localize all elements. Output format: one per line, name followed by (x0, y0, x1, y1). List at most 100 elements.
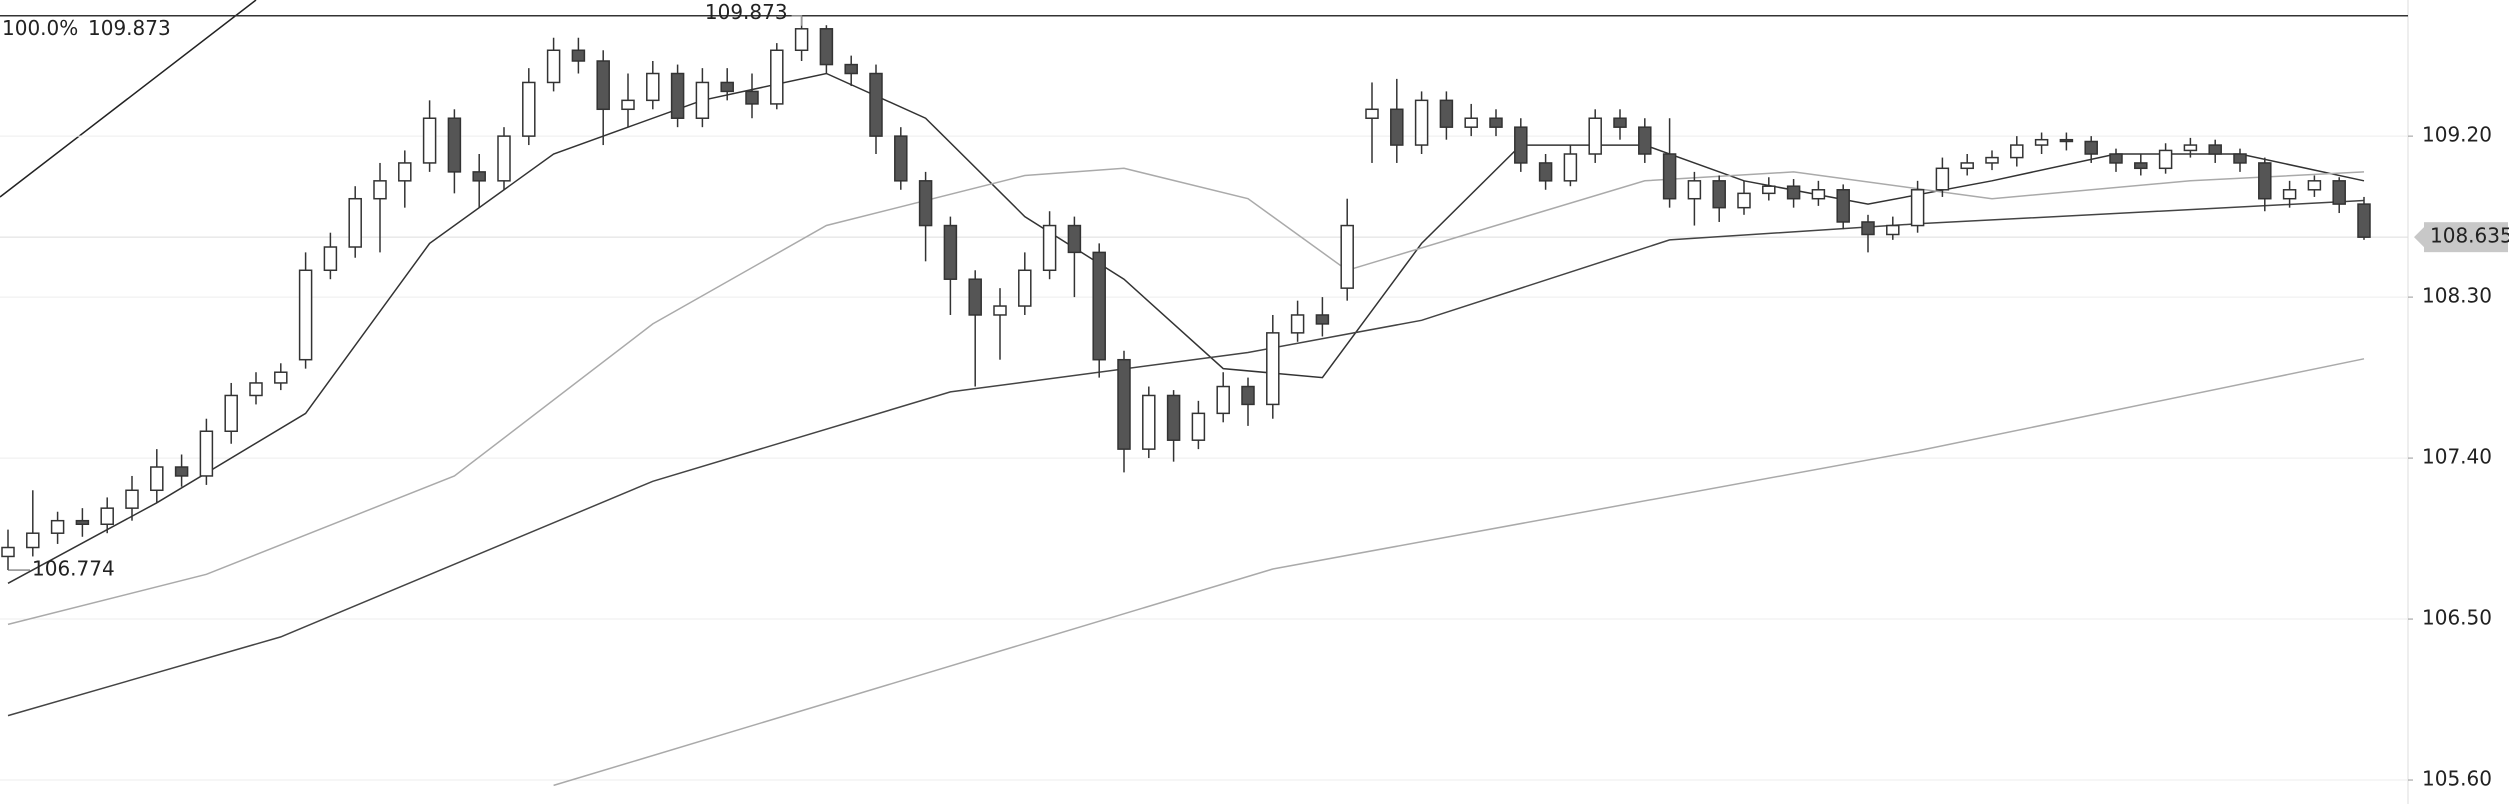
candle-body (1737, 192, 1751, 209)
candle-body (2258, 162, 2272, 200)
y-tick-label: 106.50 (2422, 606, 2492, 630)
candle-body (918, 180, 933, 227)
candle-body (1142, 394, 1156, 450)
candle-body (398, 162, 412, 182)
candle-body (2183, 144, 2198, 152)
candle-body (522, 81, 536, 137)
fib-value: 109.873 (88, 16, 171, 40)
candle-body (26, 532, 40, 549)
candle-body (1290, 314, 1305, 334)
candle-body (1762, 185, 1776, 195)
candle-body (943, 224, 958, 280)
candle-body (348, 197, 362, 248)
candle-body (1191, 412, 1206, 441)
candle-body (2134, 162, 2148, 170)
ma-line (7, 167, 2365, 626)
low-marker-label: 106.774 (32, 557, 115, 581)
candle-body (968, 278, 982, 316)
candle-body (1514, 126, 1528, 164)
candle-body (224, 394, 238, 432)
ma-line (7, 199, 2365, 717)
candle-body (1836, 189, 1850, 223)
candle-body (1464, 117, 1478, 128)
candle-body (1390, 108, 1404, 146)
candle-body (323, 246, 338, 272)
candle-body (50, 519, 65, 534)
y-tick-label: 108.30 (2422, 284, 2492, 308)
candle-body (249, 382, 263, 397)
candle-body (2307, 180, 2322, 191)
candle-body (497, 135, 511, 182)
candle-body (1489, 117, 1503, 128)
candle-body (298, 269, 313, 361)
candle-body (621, 99, 635, 111)
candle-body (2357, 203, 2371, 238)
candle-body (571, 49, 586, 62)
candle-body (1266, 332, 1280, 406)
high-marker-label: 109.873 (705, 0, 788, 24)
candle-body (720, 81, 734, 93)
candle-body (472, 171, 486, 182)
candle-body (1241, 385, 1255, 406)
candle-body (1117, 358, 1131, 450)
candle-body (1216, 385, 1230, 415)
candle-body (125, 489, 139, 509)
candle-body (422, 117, 437, 164)
candle-body (150, 466, 164, 492)
candle-body (1613, 117, 1627, 128)
candle-body (1588, 117, 1602, 155)
candle-body (1166, 394, 1181, 441)
candle-body (1662, 153, 1677, 200)
candle-body (894, 135, 908, 182)
candle-body (1687, 180, 1702, 200)
fib-label: 100.0% (2, 16, 78, 40)
candle-body (1414, 99, 1429, 146)
candle-body (794, 28, 809, 52)
y-tick-label: 109.20 (2422, 123, 2492, 147)
candle-body (2158, 149, 2173, 170)
candle-body (596, 60, 610, 111)
candle-body (1910, 189, 1925, 227)
candle-body (1811, 189, 1826, 200)
candle-body (2233, 153, 2247, 164)
candle-body (1365, 108, 1379, 119)
candle-body (174, 466, 189, 477)
candle-body (1712, 180, 1726, 209)
candle-body (373, 180, 387, 200)
candle-body (1067, 224, 1082, 254)
candle-body (2010, 144, 2024, 159)
candle-body (844, 63, 858, 75)
candle-body (745, 90, 759, 105)
candle-body (100, 507, 114, 526)
candle-body (1315, 314, 1330, 325)
candle-body (447, 117, 462, 173)
trend-line-drawing (0, 0, 257, 198)
candle-body (1538, 162, 1553, 182)
candle-body (1, 546, 15, 558)
candle-body (869, 72, 883, 137)
candle-body (1340, 224, 1354, 289)
candle-body (670, 72, 685, 119)
candle-body (546, 49, 561, 84)
candle-body (2282, 189, 2297, 200)
candle-body (1563, 153, 1578, 182)
candle-body (819, 28, 834, 66)
candle-body (2208, 144, 2222, 155)
candle-body (770, 49, 784, 105)
candle-body (2034, 138, 2049, 146)
candle-body (1638, 126, 1652, 155)
candle-body (2109, 153, 2123, 164)
candle-body (1018, 269, 1032, 307)
high-marker-hook (791, 15, 803, 26)
last-price-box (2424, 222, 2508, 253)
candle-body (199, 430, 214, 477)
candle-body (1935, 167, 1950, 191)
last-price-label: 108.635 (2430, 224, 2509, 248)
last-price-pointer (2414, 227, 2424, 248)
candle-body (695, 81, 710, 119)
candle-body (2332, 180, 2346, 205)
y-tick-label: 105.60 (2422, 767, 2492, 791)
candle-body (1960, 162, 1974, 170)
candle-body (1786, 185, 1801, 200)
